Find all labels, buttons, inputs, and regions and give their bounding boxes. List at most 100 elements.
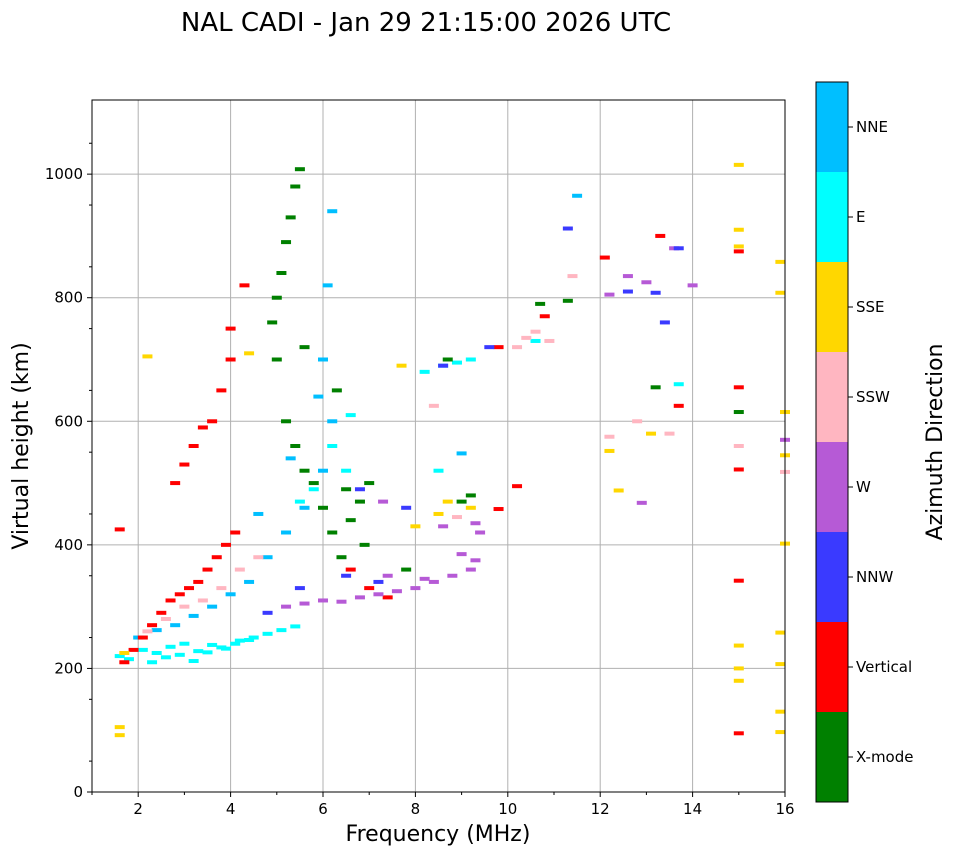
data-point	[775, 662, 786, 667]
data-point	[775, 630, 786, 635]
colorbar-label: NNE	[856, 118, 888, 136]
y-tick-label: 1000	[45, 165, 83, 183]
data-point	[359, 542, 370, 547]
data-point	[299, 601, 310, 606]
data-point	[655, 233, 666, 238]
data-point	[650, 290, 661, 295]
data-point	[160, 655, 171, 660]
data-point	[733, 666, 744, 671]
data-point	[234, 567, 245, 572]
data-point	[299, 468, 310, 473]
data-point	[193, 649, 204, 654]
data-point	[364, 586, 375, 591]
x-tick-label: 2	[133, 800, 143, 818]
data-point	[775, 290, 786, 295]
chart-title: NAL CADI - Jan 29 21:15:00 2026 UTC	[181, 8, 671, 38]
data-point	[281, 530, 292, 535]
y-tick-label: 400	[54, 536, 83, 554]
data-point	[354, 487, 365, 492]
data-point	[188, 659, 199, 664]
data-point	[151, 650, 162, 655]
data-point	[271, 295, 282, 300]
colorbar-label: Vertical	[856, 658, 912, 676]
x-tick-label: 4	[226, 800, 236, 818]
data-point	[673, 403, 684, 408]
data-point	[401, 505, 412, 510]
data-point	[354, 595, 365, 600]
data-point	[636, 500, 647, 505]
data-point	[456, 451, 467, 456]
colorbar-segment	[816, 82, 848, 172]
data-point	[207, 604, 218, 609]
colorbar-label: X-mode	[856, 748, 913, 766]
data-point	[207, 419, 218, 424]
data-point	[216, 645, 227, 650]
data-point	[378, 499, 389, 504]
data-point	[216, 388, 227, 393]
data-point	[225, 592, 236, 597]
data-point	[345, 567, 356, 572]
colorbar-label: SSE	[856, 298, 885, 316]
data-point	[373, 579, 384, 584]
data-point	[733, 643, 744, 648]
colorbar-frame	[815, 81, 849, 803]
colorbar-segment	[816, 172, 848, 262]
data-point	[539, 314, 550, 319]
axis-ticks: 2 4 6 8 10 12 14 16 0 200 400 600 800 1000	[45, 142, 795, 818]
data-point	[170, 623, 181, 628]
data-point	[294, 499, 305, 504]
data-point	[184, 586, 195, 591]
data-point	[119, 660, 130, 665]
data-point	[475, 530, 486, 535]
data-point	[465, 493, 476, 498]
data-point	[419, 576, 430, 581]
data-point	[137, 647, 148, 652]
data-point	[456, 552, 467, 557]
colorbar-label: E	[856, 208, 865, 226]
data-point	[562, 298, 573, 303]
data-points	[114, 162, 790, 738]
x-tick-label: 8	[411, 800, 421, 818]
data-point	[341, 468, 352, 473]
data-point	[364, 481, 375, 486]
colorbar-label: NNW	[856, 568, 893, 586]
data-point	[604, 434, 615, 439]
x-tick-label: 12	[591, 800, 610, 818]
data-point	[174, 652, 185, 657]
data-point	[211, 555, 222, 560]
data-point	[276, 271, 287, 275]
data-point	[382, 595, 393, 600]
data-point	[341, 487, 352, 492]
data-point	[216, 586, 227, 591]
colorbar-segment	[816, 712, 848, 802]
data-point	[521, 335, 532, 340]
data-point	[174, 592, 185, 597]
data-point	[119, 650, 130, 655]
data-point	[733, 162, 744, 167]
y-tick-label: 600	[54, 412, 83, 430]
data-point	[193, 579, 204, 584]
data-point	[142, 629, 153, 634]
data-point	[285, 456, 296, 461]
data-point	[410, 524, 421, 529]
data-point	[512, 345, 523, 350]
data-point	[188, 613, 199, 618]
data-point	[248, 635, 259, 640]
data-point	[147, 623, 158, 628]
data-point	[253, 511, 264, 516]
data-point	[253, 555, 264, 560]
data-point	[160, 617, 171, 621]
x-tick-label: 10	[498, 800, 517, 818]
data-point	[530, 338, 541, 343]
data-point	[438, 363, 449, 368]
data-point	[493, 345, 504, 350]
data-point	[456, 499, 467, 504]
data-point	[664, 431, 675, 436]
data-point	[244, 638, 255, 643]
data-point	[262, 610, 273, 615]
data-point	[484, 345, 495, 350]
data-point	[345, 518, 356, 523]
data-point	[318, 505, 328, 510]
colorbar-segment	[816, 262, 848, 352]
